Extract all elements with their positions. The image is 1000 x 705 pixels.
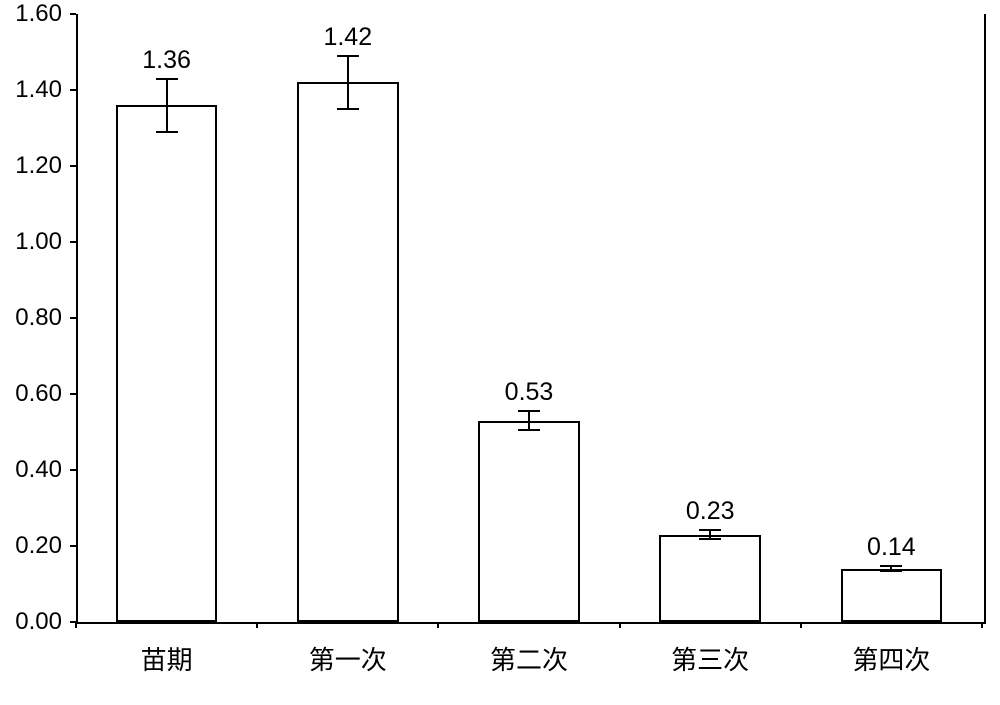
y-tick-label: 0.60 — [0, 380, 62, 408]
y-tick-mark — [70, 89, 76, 91]
chart-container: 0.00 0.20 0.40 0.60 0.80 1.00 1.20 1.40 1.60 1.36… — [0, 0, 1000, 705]
bar — [659, 535, 760, 622]
x-tick-mark — [437, 622, 439, 628]
error-bar-cap — [699, 529, 721, 531]
y-tick-label: 1.60 — [0, 0, 62, 28]
y-tick-mark — [70, 393, 76, 395]
x-tick-mark — [256, 622, 258, 628]
x-category-label: 第二次 — [490, 640, 568, 677]
error-bar-cap — [337, 108, 359, 110]
y-tick-label: 0.00 — [0, 608, 62, 636]
error-bar-stem — [528, 411, 530, 430]
bar — [478, 421, 579, 622]
y-tick-label: 1.40 — [0, 76, 62, 104]
y-tick-mark — [70, 469, 76, 471]
error-bar-cap — [880, 570, 902, 572]
bar — [116, 105, 217, 622]
y-tick-mark — [70, 165, 76, 167]
error-bar-cap — [518, 429, 540, 431]
bar — [297, 82, 398, 622]
error-bar-cap — [880, 565, 902, 567]
x-category-label: 第一次 — [309, 640, 387, 677]
error-bar-stem — [347, 56, 349, 109]
y-tick-mark — [70, 317, 76, 319]
error-bar-cap — [337, 55, 359, 57]
bar-value-label: 0.53 — [505, 378, 554, 407]
x-category-label: 第三次 — [671, 640, 749, 677]
y-tick-label: 0.40 — [0, 456, 62, 484]
x-category-label: 第四次 — [852, 640, 930, 677]
error-bar-cap — [156, 78, 178, 80]
y-tick-mark — [70, 241, 76, 243]
y-tick-label: 1.20 — [0, 152, 62, 180]
bar-value-label: 1.42 — [323, 23, 372, 52]
x-tick-mark — [981, 622, 983, 628]
error-bar-stem — [166, 79, 168, 132]
x-tick-mark — [800, 622, 802, 628]
x-tick-mark — [75, 622, 77, 628]
y-tick-label: 0.20 — [0, 532, 62, 560]
y-tick-label: 1.00 — [0, 228, 62, 256]
y-tick-mark — [70, 13, 76, 15]
x-category-label: 苗期 — [141, 640, 193, 677]
error-bar-cap — [156, 131, 178, 133]
y-tick-label: 0.80 — [0, 304, 62, 332]
bar-value-label: 0.23 — [686, 497, 735, 526]
error-bar-cap — [699, 538, 721, 540]
x-tick-mark — [619, 622, 621, 628]
y-tick-mark — [70, 545, 76, 547]
bar-value-label: 0.14 — [867, 533, 916, 562]
bar-value-label: 1.36 — [142, 46, 191, 75]
error-bar-cap — [518, 410, 540, 412]
bar — [841, 569, 942, 622]
